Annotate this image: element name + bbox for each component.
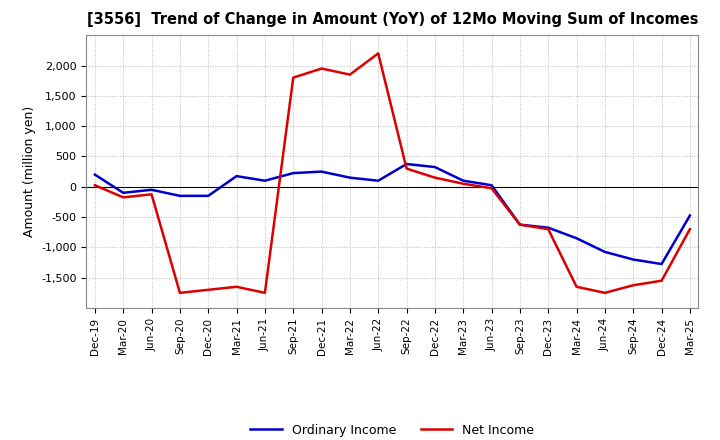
Net Income — [459, 181, 467, 187]
Legend: Ordinary Income, Net Income: Ordinary Income, Net Income — [244, 418, 541, 440]
Ordinary Income — [261, 178, 269, 183]
Ordinary Income — [346, 175, 354, 180]
Net Income — [119, 195, 127, 200]
Ordinary Income — [289, 170, 297, 176]
Net Income — [572, 284, 581, 290]
Ordinary Income — [402, 161, 411, 167]
Net Income — [600, 290, 609, 296]
Line: Net Income: Net Income — [95, 53, 690, 293]
Net Income — [629, 282, 637, 288]
Net Income — [346, 72, 354, 77]
Ordinary Income — [374, 178, 382, 183]
Ordinary Income — [204, 193, 212, 198]
Ordinary Income — [431, 165, 439, 170]
Ordinary Income — [657, 261, 666, 267]
Ordinary Income — [91, 172, 99, 177]
Net Income — [261, 290, 269, 296]
Net Income — [91, 183, 99, 188]
Ordinary Income — [572, 236, 581, 241]
Net Income — [204, 287, 212, 293]
Net Income — [516, 222, 524, 227]
Net Income — [233, 284, 241, 290]
Net Income — [685, 227, 694, 232]
Net Income — [289, 75, 297, 80]
Ordinary Income — [148, 187, 156, 192]
Net Income — [431, 175, 439, 180]
Net Income — [487, 186, 496, 191]
Line: Ordinary Income: Ordinary Income — [95, 164, 690, 264]
Ordinary Income — [600, 249, 609, 255]
Net Income — [657, 278, 666, 283]
Ordinary Income — [544, 225, 552, 230]
Ordinary Income — [487, 183, 496, 188]
Ordinary Income — [685, 213, 694, 218]
Net Income — [374, 51, 382, 56]
Net Income — [318, 66, 326, 71]
Net Income — [176, 290, 184, 296]
Title: [3556]  Trend of Change in Amount (YoY) of 12Mo Moving Sum of Incomes: [3556] Trend of Change in Amount (YoY) o… — [86, 12, 698, 27]
Ordinary Income — [459, 178, 467, 183]
Ordinary Income — [516, 222, 524, 227]
Net Income — [544, 227, 552, 232]
Ordinary Income — [629, 257, 637, 262]
Y-axis label: Amount (million yen): Amount (million yen) — [22, 106, 35, 237]
Net Income — [148, 192, 156, 197]
Ordinary Income — [119, 190, 127, 195]
Ordinary Income — [318, 169, 326, 174]
Ordinary Income — [176, 193, 184, 198]
Net Income — [402, 166, 411, 171]
Ordinary Income — [233, 173, 241, 179]
